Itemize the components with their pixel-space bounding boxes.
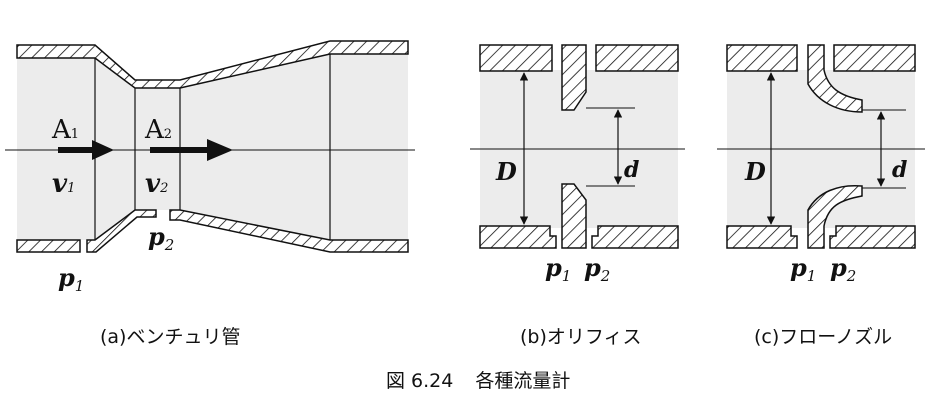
nozzle-D-label: D <box>744 157 766 186</box>
orifice-top-wall-right <box>595 44 679 72</box>
nozzle-caption: (c)フローノズル <box>754 326 893 348</box>
nozzle-bottom-wall-left <box>726 225 798 249</box>
orifice-pressure-2-label: p2 <box>584 253 610 285</box>
velocity-1-label: v1 <box>52 169 75 199</box>
orifice-plate-top <box>561 44 587 111</box>
nozzle-d-label: d <box>892 157 907 183</box>
orifice-bottom-wall-right <box>591 225 679 249</box>
venturi-bottom-wall-cone <box>86 209 157 253</box>
velocity-2-label: v2 <box>145 169 168 199</box>
venturi-caption: (a)ベンチュリ管 <box>100 326 241 348</box>
venturi-pressure-2-label: p2 <box>148 222 174 254</box>
area-1-label: A1 <box>51 115 79 145</box>
nozzle-top-wall-left <box>726 44 798 72</box>
nozzle-top-wall-right <box>833 44 916 72</box>
venturi-diagram: A1 A2 v1 v2 p2 p1 <box>5 40 415 295</box>
nozzle-diagram: D d p1 p2 <box>717 44 925 285</box>
orifice-D-label: D <box>495 157 517 186</box>
figure-number: 図 6.24 <box>386 370 454 392</box>
figure-caption: 図 6.24 各種流量計 <box>386 366 570 393</box>
figure-title: 各種流量計 <box>475 370 571 392</box>
venturi-pressure-1-label: p1 <box>58 263 84 295</box>
orifice-bottom-wall-left <box>479 225 557 249</box>
orifice-top-wall-left <box>479 44 553 72</box>
nozzle-bottom-wall-right <box>829 225 916 249</box>
nozzle-top-contour <box>807 44 863 113</box>
orifice-pressure-1-label: p1 <box>545 253 571 285</box>
flow-arrow-2 <box>150 139 233 161</box>
venturi-bottom-wall-right <box>169 209 409 253</box>
orifice-plate-bottom <box>561 183 587 249</box>
nozzle-pressure-1-label: p1 <box>790 253 816 285</box>
area-2-label: A2 <box>144 115 172 145</box>
flow-arrow-1 <box>58 140 114 160</box>
orifice-caption: (b)オリフィス <box>520 326 642 348</box>
nozzle-bottom-contour <box>807 184 863 249</box>
orifice-d-label: d <box>624 157 639 183</box>
venturi-bottom-wall-left <box>16 239 81 253</box>
orifice-diagram: D d p1 p2 <box>470 44 685 285</box>
nozzle-pressure-2-label: p2 <box>830 253 856 285</box>
